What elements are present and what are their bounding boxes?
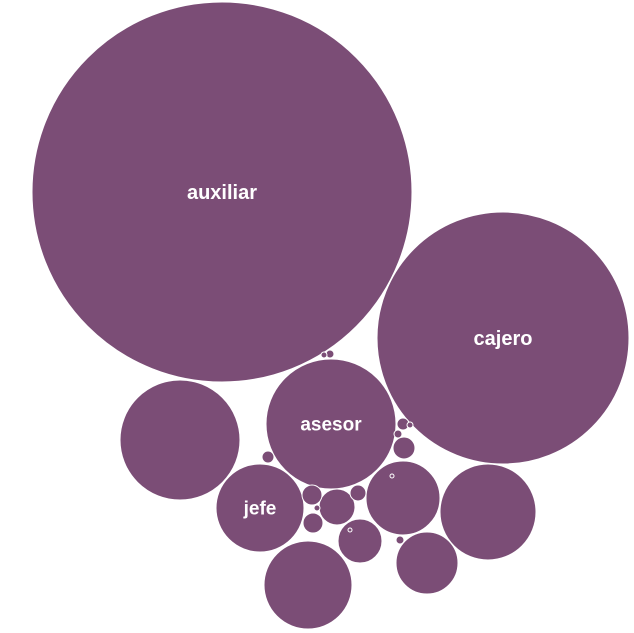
bubble-circle-d: [263, 540, 353, 630]
bubble-jefe: [215, 463, 305, 553]
bubble-circle-m: [261, 450, 275, 464]
bubble-circle-t: [313, 504, 321, 512]
bubble-auxiliar: [31, 1, 413, 383]
bubble-circle-s: [406, 421, 414, 429]
bubble-label-asesor: asesor: [300, 415, 362, 436]
bubble-circle-l: [349, 484, 367, 502]
bubble-label-cajero: cajero: [474, 328, 533, 350]
bubble-circle-u: [347, 527, 353, 533]
bubble-circle-k: [302, 512, 324, 534]
bubble-circle-i: [392, 436, 416, 460]
bubble-cajero: [376, 211, 630, 465]
bubble-circle-b: [119, 379, 241, 501]
bubble-label-jefe: jefe: [243, 499, 277, 520]
bubble-circle-e: [365, 460, 441, 536]
bubble-circle-q: [393, 429, 403, 439]
bubble-asesor: [265, 358, 397, 490]
bubble-circle-h: [337, 518, 383, 564]
bubble-label-auxiliar: auxiliar: [187, 182, 257, 204]
bubble-circle-j: [301, 484, 323, 506]
bubble-circle-p: [395, 535, 405, 545]
bubble-circle-v: [389, 473, 395, 479]
bubble-circle-r: [320, 351, 328, 359]
bubble-circle-g: [318, 488, 356, 526]
bubble-circle-f: [395, 531, 459, 595]
bubble-circle-c: [439, 463, 537, 561]
